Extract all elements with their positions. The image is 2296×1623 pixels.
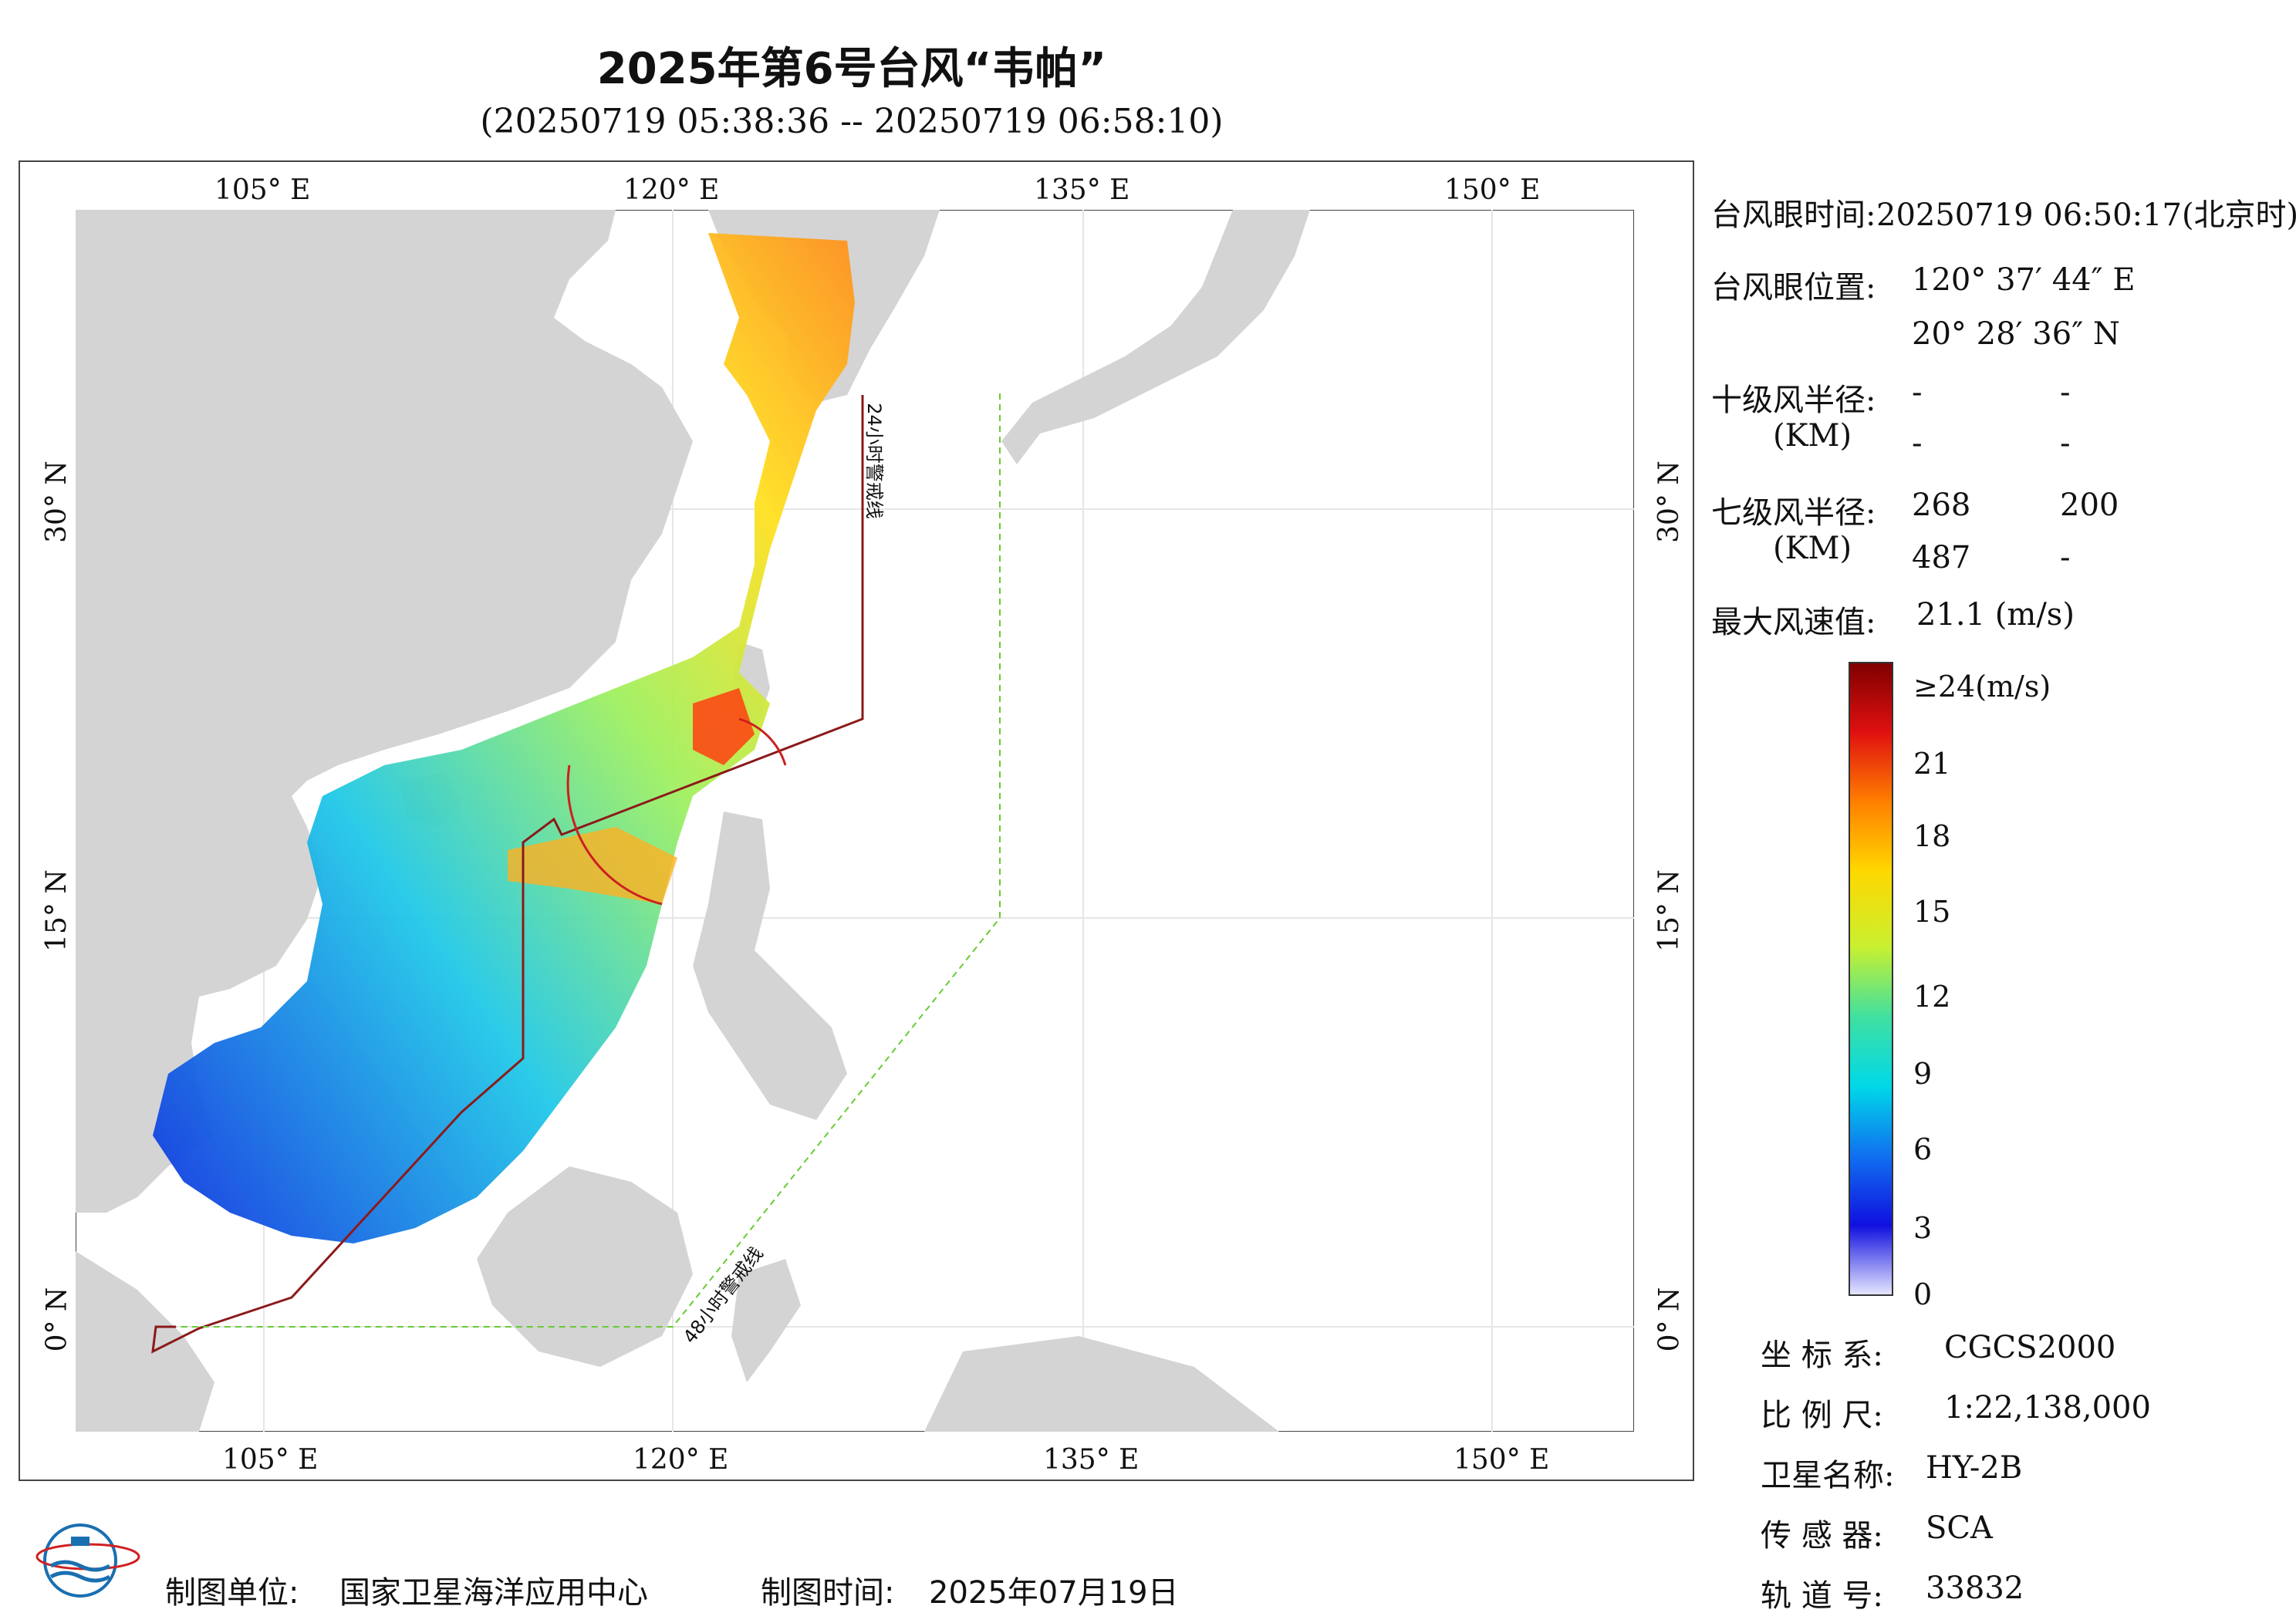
nsoas-logo-icon [35, 1523, 140, 1598]
land-new-guinea [924, 1336, 1279, 1432]
max-wind-value: 21.1 (m/s) [1916, 597, 2075, 633]
r7-value-1: 268 [1912, 488, 1971, 523]
colorbar-label-12: 12 [1913, 980, 1951, 1014]
r7-unit: (KM) [1773, 531, 1852, 566]
lat-tick-right-0: 0° N [1653, 1287, 1686, 1352]
r7-value-3: 487 [1912, 540, 1971, 575]
footer-date-label: 制图时间: [761, 1575, 895, 1611]
r7-value-2: 200 [2060, 488, 2119, 523]
orbit-label: 轨 道 号: [1761, 1578, 1883, 1614]
sensor-value: SCA [1926, 1510, 1993, 1546]
colorbar-label-18: 18 [1913, 819, 1951, 853]
lon-tick-bottom-150: 150° E [1454, 1444, 1550, 1476]
coord-label: 坐 标 系: [1761, 1338, 1883, 1373]
colorbar-label-15: 15 [1913, 895, 1951, 929]
lat-tick-right-30: 30° N [1653, 461, 1685, 543]
eye-lat: 20° 28′ 36″ N [1912, 316, 2120, 352]
r10-value-1: - [1912, 375, 1923, 410]
footer-date-value: 2025年07月19日 [929, 1575, 1179, 1611]
land-sumatra [76, 1251, 214, 1432]
wind-field-map [76, 210, 1634, 1432]
lon-tick-top-120: 120° E [623, 174, 720, 206]
max-wind-label: 最大风速值: [1711, 605, 1876, 640]
lat-tick-left-0: 0° N [41, 1287, 73, 1352]
lon-tick-top-105: 105° E [214, 174, 311, 206]
satellite-label: 卫星名称: [1761, 1458, 1895, 1493]
footer-unit-value: 国家卫星海洋应用中心 [339, 1575, 648, 1611]
colorbar-label-21: 21 [1913, 747, 1951, 781]
coord-value: CGCS2000 [1944, 1330, 2116, 1365]
r10-unit: (KM) [1773, 418, 1852, 454]
colorbar-label-9: 9 [1913, 1057, 1933, 1091]
wind-core [693, 688, 755, 765]
wind-field-swath [153, 233, 855, 1243]
eye-pos-label: 台风眼位置: [1711, 270, 1876, 305]
r10-value-3: - [1912, 426, 1923, 461]
warning-line-24h-label: 24小时警戒线 [863, 403, 885, 519]
wind-speed-colorbar [1849, 662, 1893, 1296]
land-japan [1001, 210, 1310, 464]
lon-tick-bottom-120: 120° E [633, 1444, 729, 1476]
r10-value-2: - [2060, 375, 2071, 410]
colorbar-label-3: 3 [1913, 1211, 1933, 1245]
wind-band [508, 827, 677, 904]
map-frame [19, 160, 1694, 1481]
orbit-value: 33832 [1926, 1571, 2024, 1606]
lon-tick-bottom-105: 105° E [222, 1444, 319, 1476]
land-philippines [693, 812, 847, 1120]
sensor-label: 传 感 器: [1761, 1518, 1883, 1554]
colorbar-label-24: ≥24(m/s) [1913, 670, 2051, 704]
warning-line-48h [176, 393, 1001, 1328]
r10-label: 十级风半径: [1711, 383, 1876, 418]
eye-time-value: 20250719 06:50:17(北京时) [1876, 197, 2296, 233]
scale-value: 1:22,138,000 [1944, 1390, 2151, 1426]
colorbar-label-0: 0 [1913, 1277, 1933, 1311]
lat-tick-left-15: 15° N [40, 869, 73, 952]
r7-value-4: - [2060, 540, 2071, 575]
scale-label: 比 例 尺: [1761, 1398, 1883, 1433]
colorbar-label-6: 6 [1913, 1132, 1933, 1166]
land-borneo [477, 1166, 693, 1367]
time-range-subtitle: (20250719 05:38:36 -- 20250719 06:58:10) [480, 102, 1224, 141]
footer-unit-label: 制图单位: [165, 1575, 299, 1611]
satellite-value: HY-2B [1926, 1450, 2023, 1486]
eye-lon: 120° 37′ 44″ E [1912, 262, 2136, 298]
r7-label: 七级风半径: [1711, 495, 1876, 531]
radius-arc [738, 717, 787, 766]
eye-time-label: 台风眼时间: [1711, 197, 1876, 233]
r10-value-4: - [2060, 426, 2071, 461]
lon-tick-top-150: 150° E [1444, 174, 1541, 206]
lat-tick-left-30: 30° N [40, 461, 73, 543]
lat-tick-right-15: 15° N [1653, 869, 1685, 952]
land-mainland [76, 210, 693, 1213]
warning-line-24h [151, 395, 864, 1354]
land-sulawesi [731, 1259, 801, 1382]
lon-tick-bottom-135: 135° E [1043, 1444, 1140, 1476]
radius-arc-2 [566, 764, 663, 906]
map-title: 2025年第6号台风“韦帕” [596, 44, 1107, 94]
lon-tick-top-135: 135° E [1034, 174, 1130, 206]
